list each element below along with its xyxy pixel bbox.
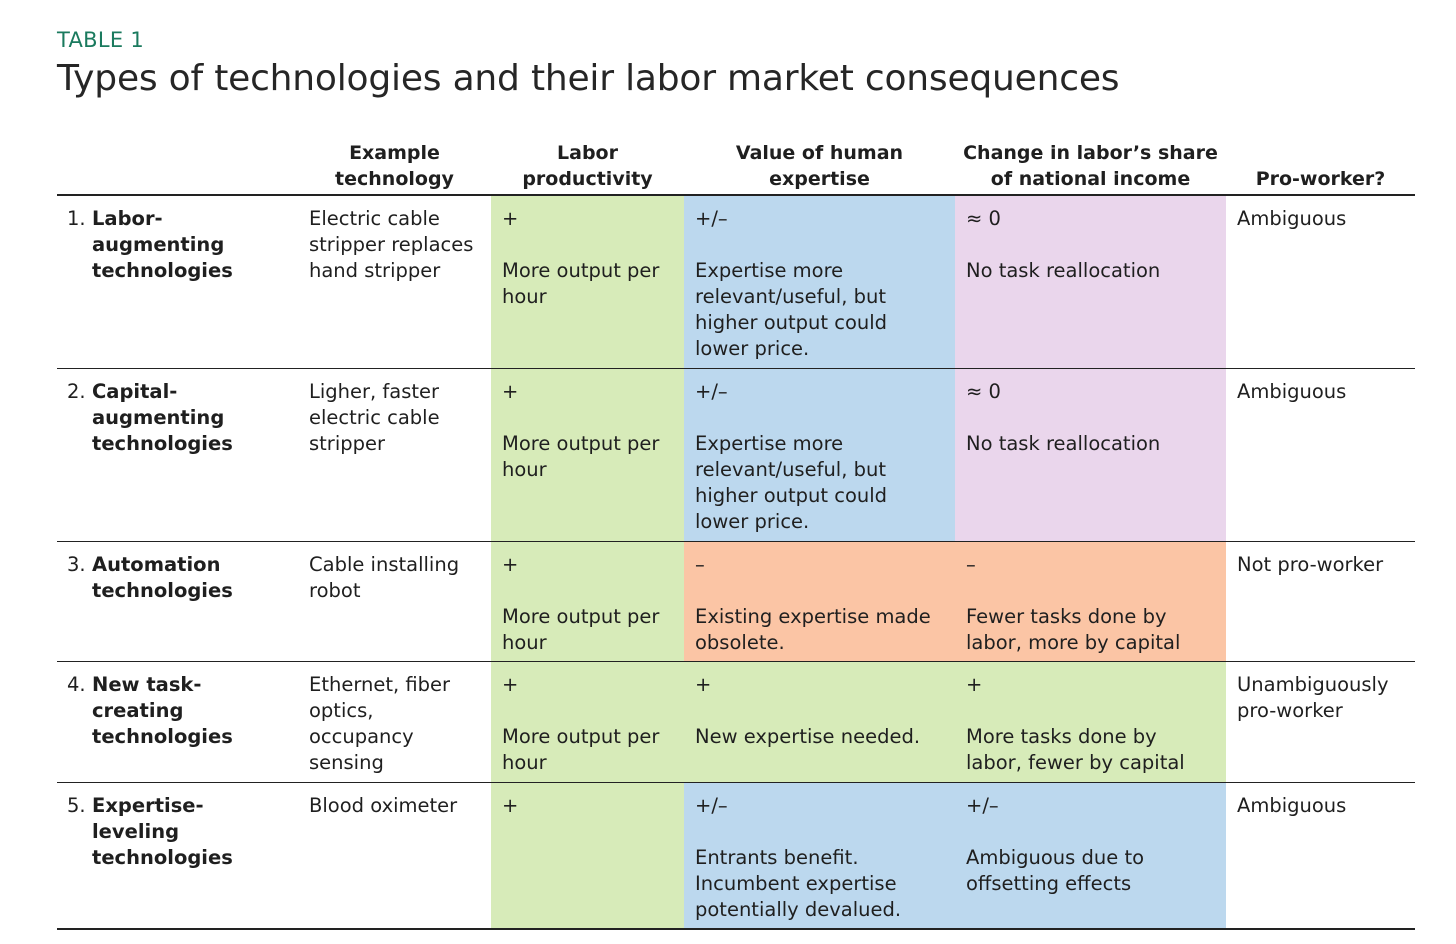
technology-name: Capital-augmenting technologies bbox=[92, 380, 233, 455]
expertise-sign: +/– bbox=[695, 380, 728, 403]
page-title: Types of technologies and their labor ma… bbox=[57, 58, 1120, 99]
example-technology: Ethernet, fiber optics, occupancy sensin… bbox=[309, 673, 451, 774]
header-value-of-expertise: Value of human expertise bbox=[735, 142, 904, 190]
pro-worker-verdict: Ambiguous bbox=[1237, 207, 1347, 230]
productivity-cell: + bbox=[491, 783, 684, 928]
table-header: Example technology Labor productivity Va… bbox=[57, 138, 1415, 196]
pro-worker-verdict: Ambiguous bbox=[1237, 794, 1347, 817]
table-row: 5. Expertise-leveling technologies Blood… bbox=[57, 783, 1415, 930]
technology-name: Expertise-leveling technologies bbox=[92, 794, 233, 869]
example-technology: Ligher, faster electric cable stripper bbox=[309, 380, 440, 455]
technology-type: 3. Automation technologies bbox=[57, 542, 298, 661]
productivity-text: More output per hour bbox=[502, 725, 660, 774]
expertise-sign: + bbox=[695, 673, 712, 696]
expertise-text: Expertise more relevant/useful, but high… bbox=[695, 259, 888, 360]
header-labor-share: Change in labor’s share of national inco… bbox=[963, 142, 1218, 190]
labor-share-cell: ≈ 0 No task reallocation bbox=[955, 369, 1226, 541]
labor-share-sign: – bbox=[966, 553, 976, 576]
expertise-text: Existing expertise made obsolete. bbox=[695, 605, 931, 654]
header-pro-worker: Pro-worker? bbox=[1255, 168, 1386, 190]
table-row: 4. New task-creating technologies Ethern… bbox=[57, 662, 1415, 783]
expertise-sign: +/– bbox=[695, 207, 728, 230]
table-row: 3. Automation technologies Cable install… bbox=[57, 542, 1415, 662]
technology-name: Automation technologies bbox=[92, 553, 233, 602]
productivity-sign: + bbox=[502, 380, 519, 403]
header-labor-productivity: Labor productivity bbox=[522, 142, 653, 190]
productivity-cell: + More output per hour bbox=[491, 369, 684, 541]
productivity-text: More output per hour bbox=[502, 259, 660, 308]
example-technology: Blood oximeter bbox=[309, 794, 458, 817]
technology-type: 4. New task-creating technologies bbox=[57, 662, 298, 782]
table-label: TABLE 1 bbox=[57, 28, 145, 52]
productivity-cell: + More output per hour bbox=[491, 662, 684, 782]
row-number: 3. bbox=[67, 553, 86, 576]
labor-share-cell: ≈ 0 No task reallocation bbox=[955, 196, 1226, 368]
labor-share-sign: + bbox=[966, 673, 983, 696]
table-row: 1. Labor-augmenting technologies Electri… bbox=[57, 196, 1415, 369]
labor-share-text: More tasks done by labor, fewer by capit… bbox=[966, 725, 1185, 774]
row-number: 1. bbox=[67, 207, 86, 230]
example-technology: Electric cable stripper replaces hand st… bbox=[309, 207, 474, 282]
expertise-text: Entrants benefit. Incumbent expertise po… bbox=[695, 846, 902, 921]
labor-share-cell: + More tasks done by labor, fewer by cap… bbox=[955, 662, 1226, 782]
technology-type: 2. Capital-augmenting technologies bbox=[57, 369, 298, 541]
labor-share-cell: +/– Ambiguous due to offsetting effects bbox=[955, 783, 1226, 928]
labor-share-text: No task reallocation bbox=[966, 432, 1161, 455]
row-number: 2. bbox=[67, 380, 86, 403]
header-row-label bbox=[57, 138, 298, 194]
labor-share-sign: ≈ 0 bbox=[966, 207, 1001, 230]
pro-worker-verdict: Ambiguous bbox=[1237, 380, 1347, 403]
productivity-text: More output per hour bbox=[502, 605, 660, 654]
productivity-sign: + bbox=[502, 207, 519, 230]
pro-worker-verdict: Unambiguously pro-worker bbox=[1237, 673, 1389, 722]
table-row: 2. Capital-augmenting technologies Lighe… bbox=[57, 369, 1415, 542]
row-number: 4. bbox=[67, 673, 86, 696]
productivity-cell: + More output per hour bbox=[491, 542, 684, 661]
header-example-technology: Example technology bbox=[335, 142, 454, 190]
productivity-sign: + bbox=[502, 553, 519, 576]
expertise-cell: +/– Entrants benefit. Incumbent expertis… bbox=[684, 783, 955, 928]
technology-name: New task-creating technologies bbox=[92, 673, 233, 748]
expertise-text: New expertise needed. bbox=[695, 725, 921, 748]
technology-type: 5. Expertise-leveling technologies bbox=[57, 783, 298, 928]
labor-share-sign: +/– bbox=[966, 794, 999, 817]
labor-share-text: Ambiguous due to offsetting effects bbox=[966, 846, 1145, 895]
labor-share-cell: – Fewer tasks done by labor, more by cap… bbox=[955, 542, 1226, 661]
technology-type: 1. Labor-augmenting technologies bbox=[57, 196, 298, 368]
productivity-cell: + More output per hour bbox=[491, 196, 684, 368]
row-number: 5. bbox=[67, 794, 86, 817]
expertise-text: Expertise more relevant/useful, but high… bbox=[695, 432, 888, 533]
expertise-cell: + New expertise needed. bbox=[684, 662, 955, 782]
productivity-text: More output per hour bbox=[502, 432, 660, 481]
expertise-cell: – Existing expertise made obsolete. bbox=[684, 542, 955, 661]
productivity-sign: + bbox=[502, 794, 519, 817]
expertise-sign: +/– bbox=[695, 794, 728, 817]
labor-share-text: Fewer tasks done by labor, more by capit… bbox=[966, 605, 1181, 654]
expertise-cell: +/– Expertise more relevant/useful, but … bbox=[684, 196, 955, 368]
technology-name: Labor-augmenting technologies bbox=[92, 207, 233, 282]
expertise-cell: +/– Expertise more relevant/useful, but … bbox=[684, 369, 955, 541]
example-technology: Cable installing robot bbox=[309, 553, 460, 602]
productivity-sign: + bbox=[502, 673, 519, 696]
labor-share-text: No task reallocation bbox=[966, 259, 1161, 282]
consequences-table: Example technology Labor productivity Va… bbox=[57, 138, 1415, 930]
pro-worker-verdict: Not pro-worker bbox=[1237, 553, 1384, 576]
expertise-sign: – bbox=[695, 553, 705, 576]
labor-share-sign: ≈ 0 bbox=[966, 380, 1001, 403]
